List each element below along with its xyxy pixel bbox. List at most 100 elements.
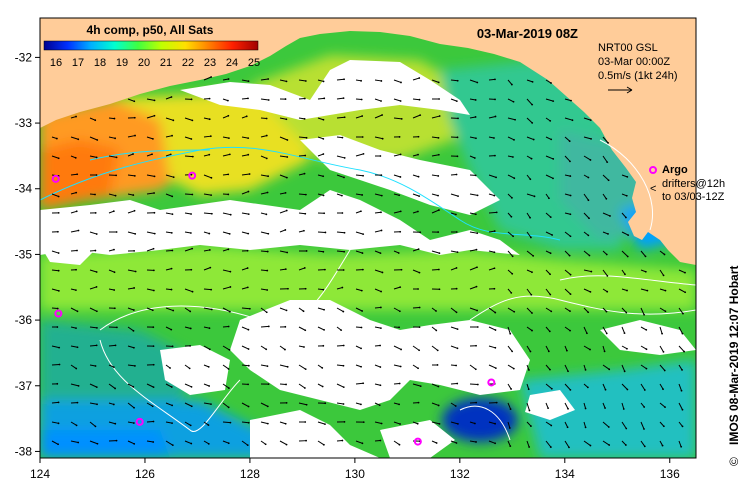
current-vector-head	[95, 344, 98, 347]
current-vector	[678, 288, 686, 293]
current-vector-head	[476, 232, 479, 235]
current-vector-head	[247, 97, 249, 100]
current-vector-head	[96, 326, 98, 329]
current-vector	[640, 383, 646, 391]
current-vector	[545, 155, 554, 160]
current-vector	[317, 79, 324, 82]
current-vector	[336, 174, 345, 178]
current-vector	[488, 174, 497, 178]
current-vector	[203, 326, 210, 329]
current-vector-head	[132, 329, 135, 332]
current-vector-head	[400, 117, 403, 120]
current-vector-head	[590, 270, 593, 273]
current-vector	[583, 155, 591, 161]
current-vector	[89, 402, 98, 405]
current-vector-head	[343, 176, 345, 179]
current-vector	[412, 345, 420, 351]
current-vector	[260, 421, 268, 425]
current-vector	[507, 326, 511, 334]
current-vector	[51, 269, 59, 272]
current-vector-head	[494, 367, 497, 369]
current-vector	[298, 79, 306, 82]
current-vector-head	[605, 332, 608, 335]
current-vector	[469, 383, 478, 386]
current-vector	[89, 231, 97, 235]
current-vector-head	[643, 428, 645, 430]
current-vector	[241, 231, 249, 235]
current-vector-head	[589, 444, 592, 447]
current-vector	[564, 288, 571, 295]
current-vector	[564, 212, 571, 215]
current-vector	[51, 345, 60, 349]
current-vector	[184, 136, 192, 140]
current-vector-head	[321, 367, 324, 369]
current-vector-head	[247, 190, 250, 193]
current-vector-head	[170, 267, 173, 270]
current-vector	[355, 98, 362, 101]
current-vector	[127, 98, 135, 102]
current-vector-head	[399, 100, 402, 102]
current-vector	[659, 269, 664, 276]
current-vector	[564, 421, 569, 428]
current-vector-head	[531, 329, 533, 332]
current-vector-head	[304, 329, 307, 332]
current-vector	[564, 307, 571, 312]
current-vector-head	[584, 426, 587, 429]
current-vector-head	[227, 193, 230, 196]
current-vector-head	[584, 368, 587, 371]
current-vector-head	[267, 232, 270, 235]
current-vector	[412, 193, 420, 197]
current-vector	[450, 326, 458, 330]
current-vector-head	[323, 212, 326, 215]
current-vector-head	[115, 231, 118, 233]
current-vector-head	[681, 425, 684, 428]
current-vector-head	[153, 211, 156, 214]
current-vector-head	[568, 446, 570, 449]
current-vector-head	[493, 251, 496, 254]
current-vector	[317, 153, 324, 157]
current-vector-head	[661, 332, 663, 335]
current-vector	[450, 421, 459, 425]
current-vector	[488, 345, 496, 349]
current-vector-head	[265, 311, 268, 314]
current-vector	[488, 78, 496, 81]
colorbar-tick-label: 18	[94, 57, 106, 69]
current-vector-head	[398, 194, 401, 197]
current-vector	[241, 173, 250, 176]
current-vector-head	[399, 286, 402, 289]
current-vector	[469, 364, 477, 370]
current-vector-head	[267, 175, 270, 178]
current-vector	[146, 288, 154, 291]
current-vector-head	[528, 409, 531, 412]
y-tick-label: -32	[15, 50, 33, 64]
current-vector-head	[267, 383, 270, 385]
current-vector	[241, 79, 249, 82]
current-vector	[621, 250, 629, 257]
current-vector	[678, 364, 683, 371]
current-vector-head	[229, 270, 232, 273]
current-vector	[431, 383, 439, 387]
argo-floats	[51, 171, 496, 446]
current-vector-head	[189, 232, 192, 234]
current-vector-head	[418, 77, 421, 79]
current-vector	[583, 288, 591, 293]
current-vector-head	[494, 329, 497, 331]
current-vector-head	[510, 215, 513, 218]
current-vector-head	[285, 383, 287, 386]
current-vector	[355, 307, 363, 312]
current-vector-head	[549, 273, 551, 276]
current-vector	[279, 229, 286, 233]
current-vector	[70, 173, 78, 176]
current-vector-head	[511, 196, 513, 199]
current-vector-head	[455, 213, 457, 216]
current-vector	[51, 363, 60, 366]
current-vector-head	[417, 153, 419, 156]
current-vector-head	[227, 78, 230, 80]
current-vector-head	[566, 426, 569, 429]
current-vector-head	[419, 231, 422, 234]
current-vector-head	[643, 445, 646, 448]
current-vector-head	[209, 266, 212, 269]
current-vector-head	[530, 157, 533, 160]
current-vector-head	[530, 425, 532, 427]
current-vector-head	[417, 288, 419, 290]
